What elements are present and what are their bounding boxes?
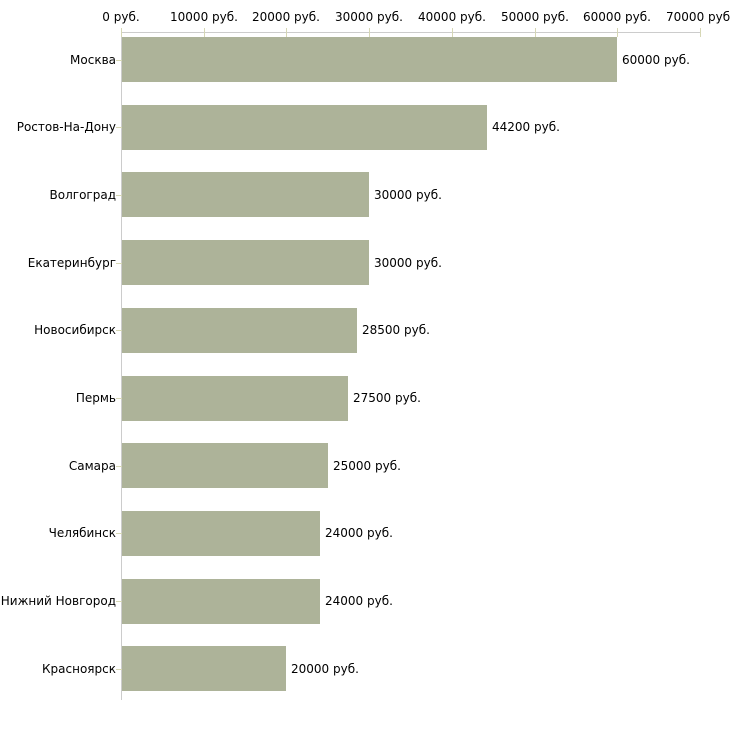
bar-value-label: 27500 руб. — [353, 391, 421, 405]
bar-value-label: 28500 руб. — [362, 323, 430, 337]
y-axis-line — [121, 32, 122, 700]
category-label: Челябинск — [48, 526, 116, 540]
bar-value-label: 30000 руб. — [374, 188, 442, 202]
x-axis-tick-label: 20000 руб. — [252, 10, 320, 24]
x-axis-tick-label: 10000 руб. — [170, 10, 238, 24]
x-axis-tick — [286, 28, 287, 37]
y-axis-tick — [116, 601, 123, 602]
y-axis-tick — [116, 195, 123, 196]
bar — [122, 646, 286, 691]
y-axis-tick — [116, 330, 123, 331]
bar — [122, 308, 357, 353]
x-axis-tick-label: 40000 руб. — [418, 10, 486, 24]
y-axis-tick — [116, 533, 123, 534]
bar-value-label: 24000 руб. — [325, 594, 393, 608]
bar — [122, 240, 369, 285]
bar-value-label: 30000 руб. — [374, 256, 442, 270]
category-label: Самара — [68, 459, 116, 473]
category-label: Нижний Новгород — [0, 594, 116, 608]
x-axis-tick — [204, 28, 205, 37]
y-axis-tick — [116, 127, 123, 128]
bar — [122, 579, 320, 624]
x-axis-tick — [700, 28, 701, 37]
bar — [122, 105, 487, 150]
y-axis-tick — [116, 466, 123, 467]
bar-value-label: 20000 руб. — [291, 662, 359, 676]
bar-value-label: 60000 руб. — [622, 53, 690, 67]
bar-value-label: 44200 руб. — [492, 120, 560, 134]
category-label: Волгоград — [49, 188, 116, 202]
bar-value-label: 25000 руб. — [333, 459, 401, 473]
y-axis-tick — [116, 669, 123, 670]
category-label: Новосибирск — [34, 323, 116, 337]
x-axis-tick-label: 30000 руб. — [335, 10, 403, 24]
bar-value-label: 24000 руб. — [325, 526, 393, 540]
bar — [122, 511, 320, 556]
category-label: Екатеринбург — [27, 256, 116, 270]
x-axis-tick-label: 50000 руб. — [501, 10, 569, 24]
y-axis-tick — [116, 398, 123, 399]
bar — [122, 376, 348, 421]
bar — [122, 443, 328, 488]
x-axis-tick-label: 60000 руб. — [583, 10, 651, 24]
category-label: Красноярск — [42, 662, 116, 676]
y-axis-tick — [116, 263, 123, 264]
bar — [122, 172, 369, 217]
y-axis-tick — [116, 60, 123, 61]
x-axis-tick-label: 0 руб. — [102, 10, 140, 24]
x-axis-tick — [617, 28, 618, 37]
x-axis-tick — [535, 28, 536, 37]
x-axis-tick — [452, 28, 453, 37]
category-label: Пермь — [75, 391, 116, 405]
x-axis-tick-label: 70000 руб. — [666, 10, 730, 24]
category-label: Ростов-На-Дону — [16, 120, 116, 134]
x-axis-line — [121, 32, 701, 33]
category-label: Москва — [70, 53, 116, 67]
x-axis-tick — [369, 28, 370, 37]
bar — [122, 37, 617, 82]
x-axis-tick — [121, 28, 122, 37]
